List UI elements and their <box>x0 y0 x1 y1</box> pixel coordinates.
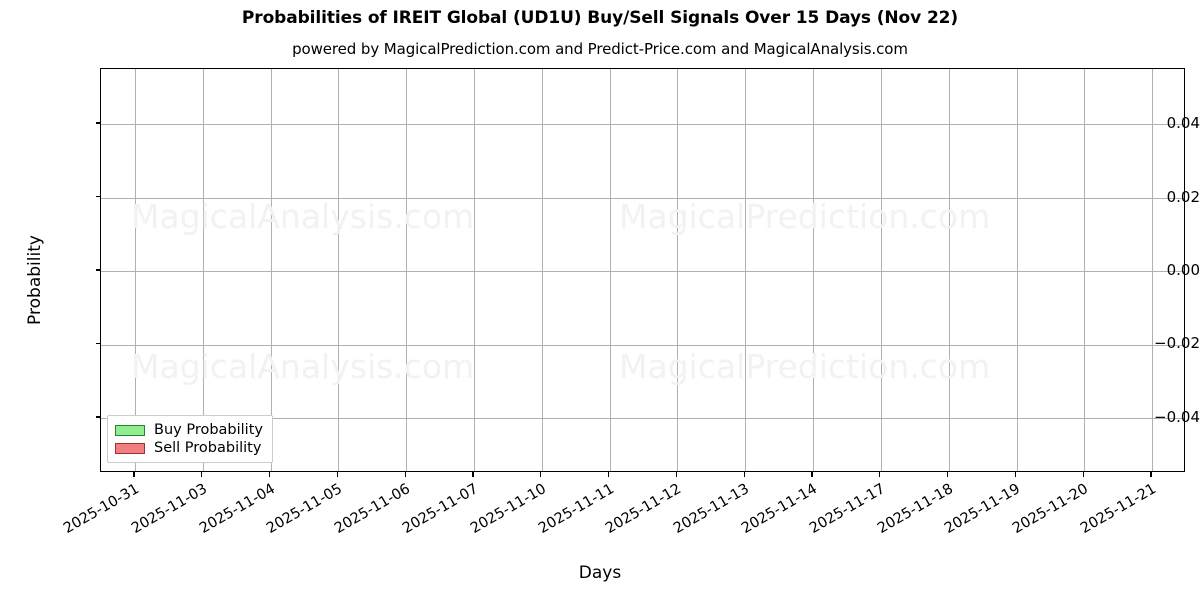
gridline-vertical <box>541 69 543 471</box>
x-axis-tick-mark <box>336 472 338 477</box>
gridline-vertical <box>474 69 475 471</box>
gridline-horizontal <box>101 197 1184 199</box>
x-axis-tick-mark <box>540 472 542 477</box>
x-axis-tick-mark <box>879 472 881 477</box>
x-axis-tick-mark <box>607 472 610 477</box>
legend-swatch-icon <box>115 424 145 436</box>
y-axis-tick-label: −0.04 <box>1154 407 1200 426</box>
gridline-vertical <box>880 69 882 471</box>
x-axis-tick-mark <box>675 472 678 477</box>
chart-title: Probabilities of IREIT Global (UD1U) Buy… <box>241 8 959 28</box>
gridline-horizontal <box>101 344 1184 346</box>
y-axis-tick-label: 0.02 <box>1166 187 1200 206</box>
watermark: MagicalAnalysis.com <box>131 197 475 236</box>
gridline-vertical <box>1152 69 1154 471</box>
watermark: MagicalPrediction.com <box>619 197 991 236</box>
x-axis-tick-mark <box>201 472 203 477</box>
gridline-horizontal <box>101 417 1184 419</box>
y-axis-tick-label: −0.02 <box>1154 334 1200 353</box>
y-axis-tick-mark <box>96 195 101 198</box>
gridline-vertical <box>609 69 611 471</box>
legend-label: Sell Probability <box>154 440 262 456</box>
legend-item-sell[interactable]: Sell Probability <box>115 439 263 457</box>
x-axis-tick-mark <box>1150 472 1152 477</box>
watermark: MagicalAnalysis.com <box>131 347 475 386</box>
y-axis-tick-label: 0.04 <box>1166 114 1200 133</box>
gridline-vertical <box>134 69 136 471</box>
chart-subtitle: powered by MagicalPrediction.com and Pre… <box>292 40 908 58</box>
x-axis-tick-mark <box>404 472 406 477</box>
gridline-vertical <box>813 69 814 471</box>
x-axis-tick-mark <box>1014 472 1017 477</box>
gridline-horizontal <box>101 124 1184 126</box>
gridline-vertical <box>338 69 340 471</box>
watermark: MagicalPrediction.com <box>619 347 991 386</box>
chart-legend[interactable]: Buy Probability Sell Probability <box>107 415 273 463</box>
gridline-vertical <box>677 69 679 471</box>
legend-swatch-icon <box>115 442 145 454</box>
gridline-vertical <box>1084 69 1086 471</box>
x-axis-tick-mark <box>743 472 745 477</box>
y-axis-tick-mark <box>96 342 101 345</box>
gridline-vertical <box>406 69 408 471</box>
gridline-vertical <box>1016 69 1018 471</box>
y-axis-tick-mark <box>96 416 101 418</box>
legend-label: Buy Probability <box>154 422 263 438</box>
x-axis-tick-mark <box>811 472 813 477</box>
y-axis-tick-label: 0.00 <box>1166 261 1200 279</box>
x-axis-label: Days <box>578 563 622 583</box>
legend-item-buy[interactable]: Buy Probability <box>115 421 263 439</box>
gridline-horizontal <box>101 271 1184 272</box>
x-axis-tick-mark <box>1082 472 1084 477</box>
x-axis-tick-mark <box>947 472 949 477</box>
gridline-vertical <box>948 69 950 471</box>
y-axis-label: Probability <box>25 235 45 325</box>
x-axis-tick-mark <box>133 472 135 477</box>
y-axis-tick-mark <box>96 269 101 271</box>
x-axis-tick-mark <box>472 472 474 477</box>
plot-area: MagicalAnalysis.com MagicalPrediction.com… <box>100 68 1185 472</box>
y-axis-tick-mark <box>96 122 101 124</box>
gridline-vertical <box>745 69 747 471</box>
gridline-vertical <box>202 69 204 471</box>
gridline-vertical <box>270 69 272 471</box>
x-axis-tick-mark <box>268 472 271 477</box>
